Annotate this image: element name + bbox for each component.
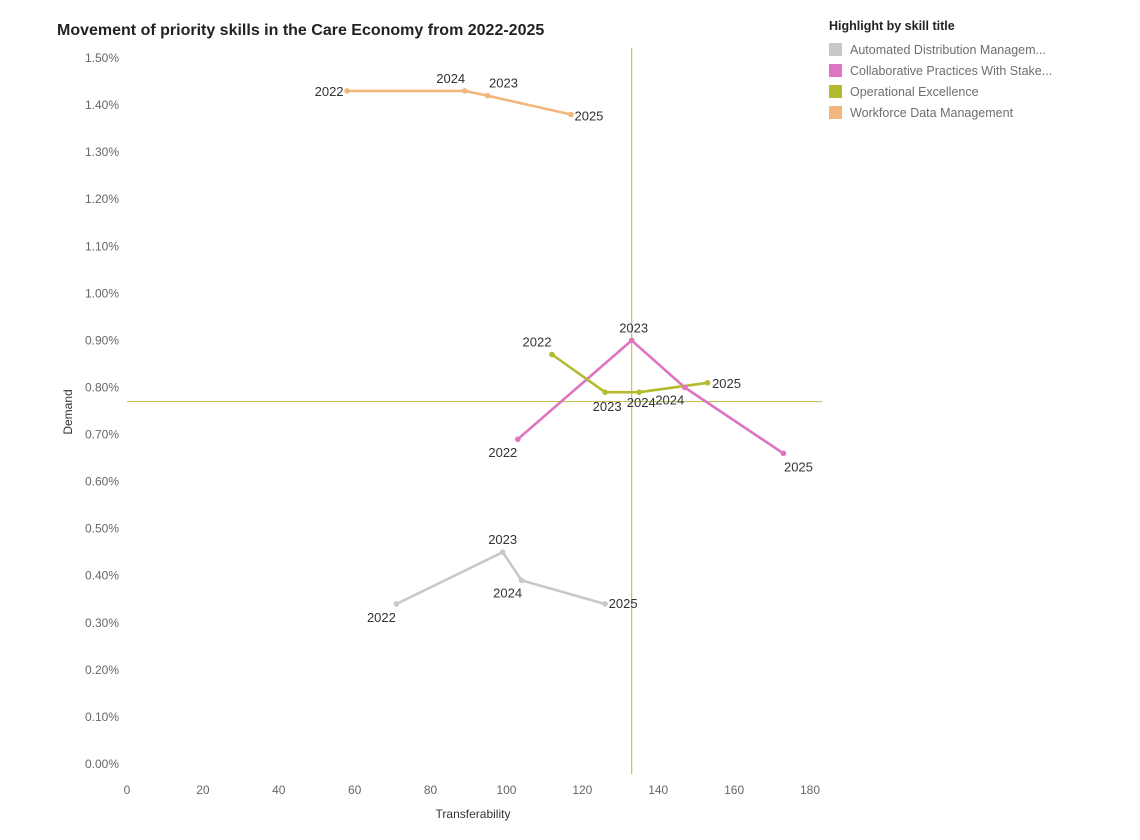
y-tick-label: 0.90% [85,333,119,347]
legend-label: Workforce Data Management [850,105,1014,120]
x-tick-label: 120 [572,783,592,797]
series-line [395,550,606,606]
data-label: 2024 [627,395,656,410]
data-label: 2023 [593,399,622,414]
legend-item-collaborative-practices[interactable]: Collaborative Practices With Stake... [829,60,1134,81]
series-line [551,353,708,394]
series-line [516,339,785,455]
data-point[interactable] [780,450,787,457]
chart-title: Movement of priority skills in the Care … [57,22,545,39]
data-point[interactable] [461,88,468,94]
y-tick-label: 0.70% [85,428,119,442]
legend-item-workforce-data[interactable]: Workforce Data Management [829,102,1134,123]
data-point[interactable] [628,337,635,344]
data-point[interactable] [393,601,400,607]
data-point[interactable] [549,351,555,358]
data-label: 2022 [367,610,396,625]
legend-swatch [829,106,842,119]
y-tick-label: 0.40% [85,569,119,583]
y-tick-label: 1.20% [85,192,119,206]
data-label: 2025 [784,459,813,474]
series-line [347,89,572,116]
data-point[interactable] [515,436,521,443]
y-tick-label: 1.10% [85,239,119,253]
legend-swatch [829,85,842,98]
x-tick-label: 0 [124,783,131,797]
y-tick-label: 0.50% [85,522,119,536]
x-axis-title: Transferability [436,807,511,821]
legend-label: Automated Distribution Managem... [850,42,1046,57]
data-point[interactable] [484,92,491,99]
legend-title: Highlight by skill title [829,19,955,33]
data-label: 2023 [488,532,517,547]
y-tick-label: 0.30% [85,616,119,630]
data-point[interactable] [344,88,350,94]
data-label: 2024 [655,392,684,407]
x-tick-label: 60 [348,783,362,797]
legend-item-operational-excellence[interactable]: Operational Excellence [829,81,1134,102]
legend-swatch [829,64,842,77]
y-tick-label: 1.30% [85,145,119,159]
data-label: 2025 [609,596,638,611]
x-tick-label: 20 [196,783,210,797]
data-point[interactable] [681,384,688,391]
data-label: 2024 [436,71,465,86]
y-tick-label: 0.10% [85,710,119,724]
data-label: 2025 [574,108,603,123]
data-point[interactable] [602,601,608,607]
x-tick-label: 100 [496,783,516,797]
data-label: 2023 [489,76,518,91]
data-label: 2023 [619,320,648,335]
y-tick-label: 0.00% [85,757,119,771]
y-tick-label: 0.60% [85,475,119,489]
legend-label: Operational Excellence [850,84,979,99]
x-tick-label: 160 [724,783,744,797]
data-label: 2025 [712,376,741,391]
data-point[interactable] [499,549,506,555]
data-point[interactable] [704,379,711,386]
data-label: 2022 [523,335,552,350]
data-point[interactable] [518,577,525,584]
y-axis-title: Demand [61,389,75,434]
data-label: 2022 [488,445,517,460]
y-tick-label: 0.20% [85,663,119,677]
legend: Highlight by skill title Automated Distr… [829,19,1134,123]
y-tick-label: 0.80% [85,380,119,394]
y-tick-label: 1.40% [85,98,119,112]
y-tick-label: 1.00% [85,286,119,300]
data-label: 2022 [315,84,344,99]
x-tick-label: 140 [648,783,668,797]
legend-swatch [829,43,842,56]
x-tick-label: 80 [424,783,438,797]
data-point[interactable] [568,111,574,118]
legend-label: Collaborative Practices With Stake... [850,63,1053,78]
data-label: 2024 [493,585,522,600]
data-point[interactable] [602,389,608,395]
y-tick-label: 1.50% [85,51,119,65]
data-point[interactable] [636,389,643,395]
x-tick-label: 180 [800,783,820,797]
x-tick-label: 40 [272,783,286,797]
legend-item-automated-distribution[interactable]: Automated Distribution Managem... [829,39,1134,60]
